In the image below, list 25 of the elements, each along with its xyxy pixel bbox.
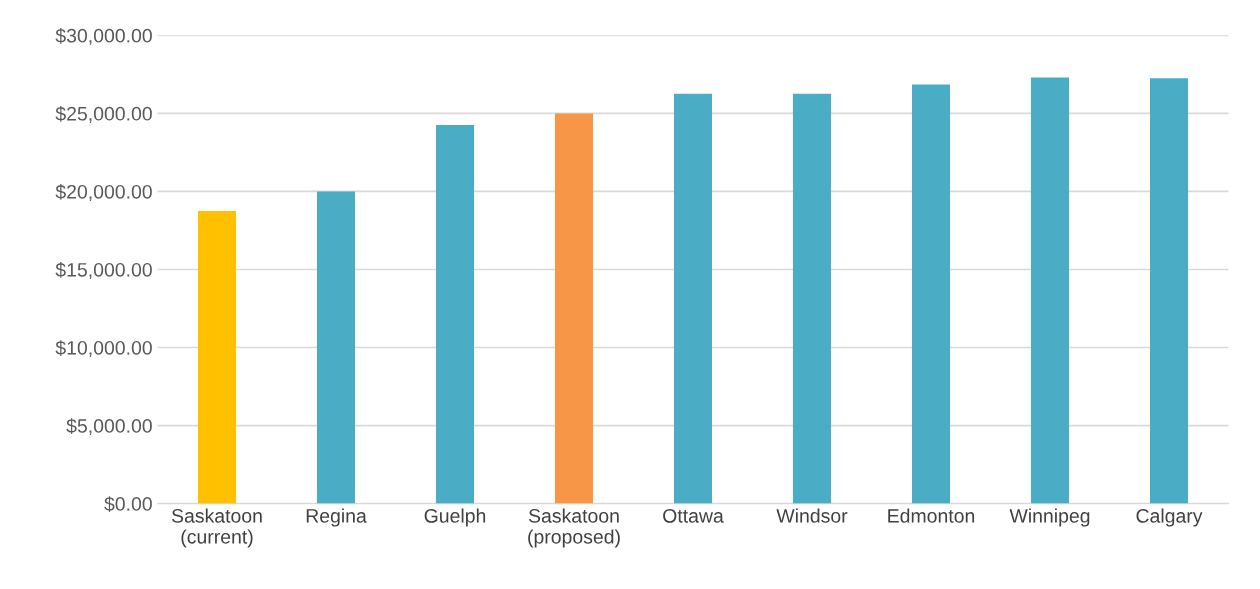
x-tick-label: Guelph	[424, 508, 486, 527]
bar	[435, 125, 475, 504]
y-tick-label: $20,000.00	[55, 184, 152, 201]
bar	[197, 210, 237, 504]
bar	[673, 93, 713, 504]
y-tick-label: $10,000.00	[55, 340, 152, 358]
bar	[792, 93, 832, 504]
x-tick-label: Calgary	[1136, 508, 1203, 527]
bar	[1030, 77, 1070, 504]
x-tick-label: Ottawa	[663, 508, 724, 523]
y-tick-label: $30,000.00	[55, 27, 152, 45]
x-tick-label: Edmonton	[888, 508, 975, 523]
x-tick-label: Winnipeg	[1009, 508, 1090, 527]
bar	[911, 84, 951, 504]
x-tick-label: Saskatoon (current)	[171, 508, 262, 548]
x-tick-label: Regina	[306, 508, 367, 527]
y-tick-label: $25,000.00	[55, 106, 152, 123]
bar	[554, 113, 594, 504]
bar	[1149, 78, 1189, 504]
y-tick-label: $15,000.00	[55, 262, 152, 279]
bar	[316, 191, 356, 504]
y-tick-label: $0.00	[104, 496, 152, 512]
x-tick-label: Saskatoon (proposed)	[528, 508, 620, 548]
y-tick-label: $5,000.00	[66, 418, 152, 436]
x-tick-label: Windsor	[776, 508, 848, 523]
